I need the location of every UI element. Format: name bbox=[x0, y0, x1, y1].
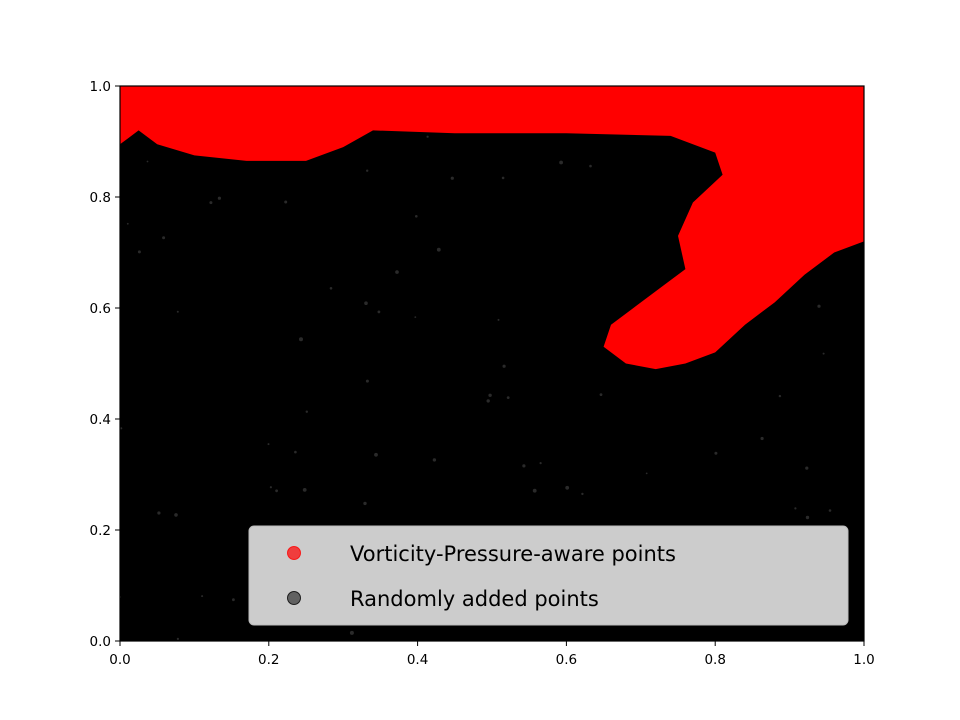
axes-frame bbox=[119, 85, 865, 642]
x-tick-label: 0.4 bbox=[407, 652, 428, 668]
x-tick-label: 0.8 bbox=[704, 652, 725, 668]
random-point-speck bbox=[426, 135, 429, 138]
random-point-speck bbox=[414, 316, 417, 318]
legend-label-vorticity: Vorticity-Pressure-aware points bbox=[350, 542, 676, 566]
random-point-speck bbox=[364, 301, 368, 306]
random-point-speck bbox=[120, 427, 123, 430]
random-point-speck bbox=[302, 488, 307, 492]
random-point-speck bbox=[506, 396, 510, 399]
random-point-speck bbox=[794, 507, 797, 510]
random-point-speck bbox=[645, 472, 648, 475]
random-point-speck bbox=[488, 393, 492, 397]
random-point-speck bbox=[232, 598, 235, 602]
random-point-speck bbox=[497, 318, 500, 321]
random-point-speck bbox=[581, 492, 584, 496]
random-point-speck bbox=[126, 222, 129, 225]
random-point-speck bbox=[450, 176, 454, 180]
legend: Vorticity-Pressure-aware points Randomly… bbox=[248, 525, 849, 626]
random-point-speck bbox=[176, 310, 179, 313]
random-point-speck bbox=[522, 464, 526, 468]
random-point-speck bbox=[805, 515, 810, 520]
random-point-speck bbox=[817, 304, 821, 308]
x-tick-label: 0.6 bbox=[556, 652, 577, 668]
random-point-speck bbox=[284, 200, 288, 204]
legend-marker-vorticity bbox=[287, 546, 301, 560]
y-tick-label: 1.0 bbox=[90, 79, 111, 95]
random-point-speck bbox=[363, 501, 367, 506]
random-point-speck bbox=[267, 443, 270, 446]
legend-label-random: Randomly added points bbox=[350, 587, 599, 611]
random-point-speck bbox=[365, 379, 369, 383]
vorticity-pressure-region bbox=[120, 86, 864, 370]
random-point-speck bbox=[329, 287, 333, 290]
x-tick-label: 1.0 bbox=[853, 652, 874, 668]
random-point-speck bbox=[486, 399, 490, 403]
random-point-speck bbox=[502, 364, 506, 368]
random-point-speck bbox=[805, 466, 809, 470]
random-point-speck bbox=[778, 394, 782, 398]
y-tick-label: 0.2 bbox=[90, 523, 111, 539]
random-point-speck bbox=[822, 352, 825, 355]
random-point-speck bbox=[162, 236, 166, 240]
random-point-speck bbox=[377, 310, 381, 314]
x-axis: 0.0 0.2 0.4 0.6 0.8 1.0 bbox=[109, 641, 875, 668]
random-point-speck bbox=[714, 451, 718, 455]
random-point-speck bbox=[299, 337, 303, 342]
random-point-speck bbox=[432, 458, 437, 462]
random-point-speck bbox=[828, 509, 832, 512]
y-tick-label: 0.4 bbox=[90, 412, 111, 428]
random-point-speck bbox=[374, 452, 378, 457]
random-point-speck bbox=[176, 637, 179, 641]
random-point-speck bbox=[294, 450, 297, 454]
y-tick-label: 0.0 bbox=[90, 634, 111, 650]
random-point-speck bbox=[760, 436, 764, 441]
random-point-speck bbox=[565, 485, 570, 490]
random-point-speck bbox=[436, 247, 441, 252]
random-point-speck bbox=[532, 488, 537, 493]
random-point-speck bbox=[201, 595, 204, 598]
random-point-speck bbox=[209, 201, 213, 205]
random-point-speck bbox=[395, 270, 399, 274]
y-tick-label: 0.8 bbox=[90, 190, 111, 206]
random-point-speck bbox=[305, 410, 308, 413]
random-point-speck bbox=[539, 462, 542, 465]
y-axis: 0.0 0.2 0.4 0.6 0.8 1.0 bbox=[90, 79, 120, 650]
random-point-speck bbox=[269, 486, 272, 489]
random-point-speck bbox=[157, 511, 161, 515]
random-point-speck bbox=[589, 164, 592, 168]
legend-marker-random bbox=[287, 591, 301, 605]
random-point-speck bbox=[174, 513, 178, 517]
random-point-speck bbox=[137, 250, 141, 254]
x-tick-label: 0.0 bbox=[109, 652, 130, 668]
random-point-speck bbox=[349, 630, 354, 635]
y-tick-label: 0.6 bbox=[90, 301, 111, 317]
random-point-speck bbox=[599, 393, 603, 396]
random-point-speck bbox=[366, 169, 369, 172]
random-point-speck bbox=[415, 215, 418, 218]
legend-box bbox=[248, 525, 849, 626]
random-point-speck bbox=[501, 176, 505, 180]
random-point-speck bbox=[559, 160, 563, 165]
x-tick-label: 0.2 bbox=[258, 652, 279, 668]
random-point-speck bbox=[275, 489, 278, 493]
random-point-speck bbox=[217, 196, 221, 200]
random-point-speck bbox=[146, 160, 149, 163]
